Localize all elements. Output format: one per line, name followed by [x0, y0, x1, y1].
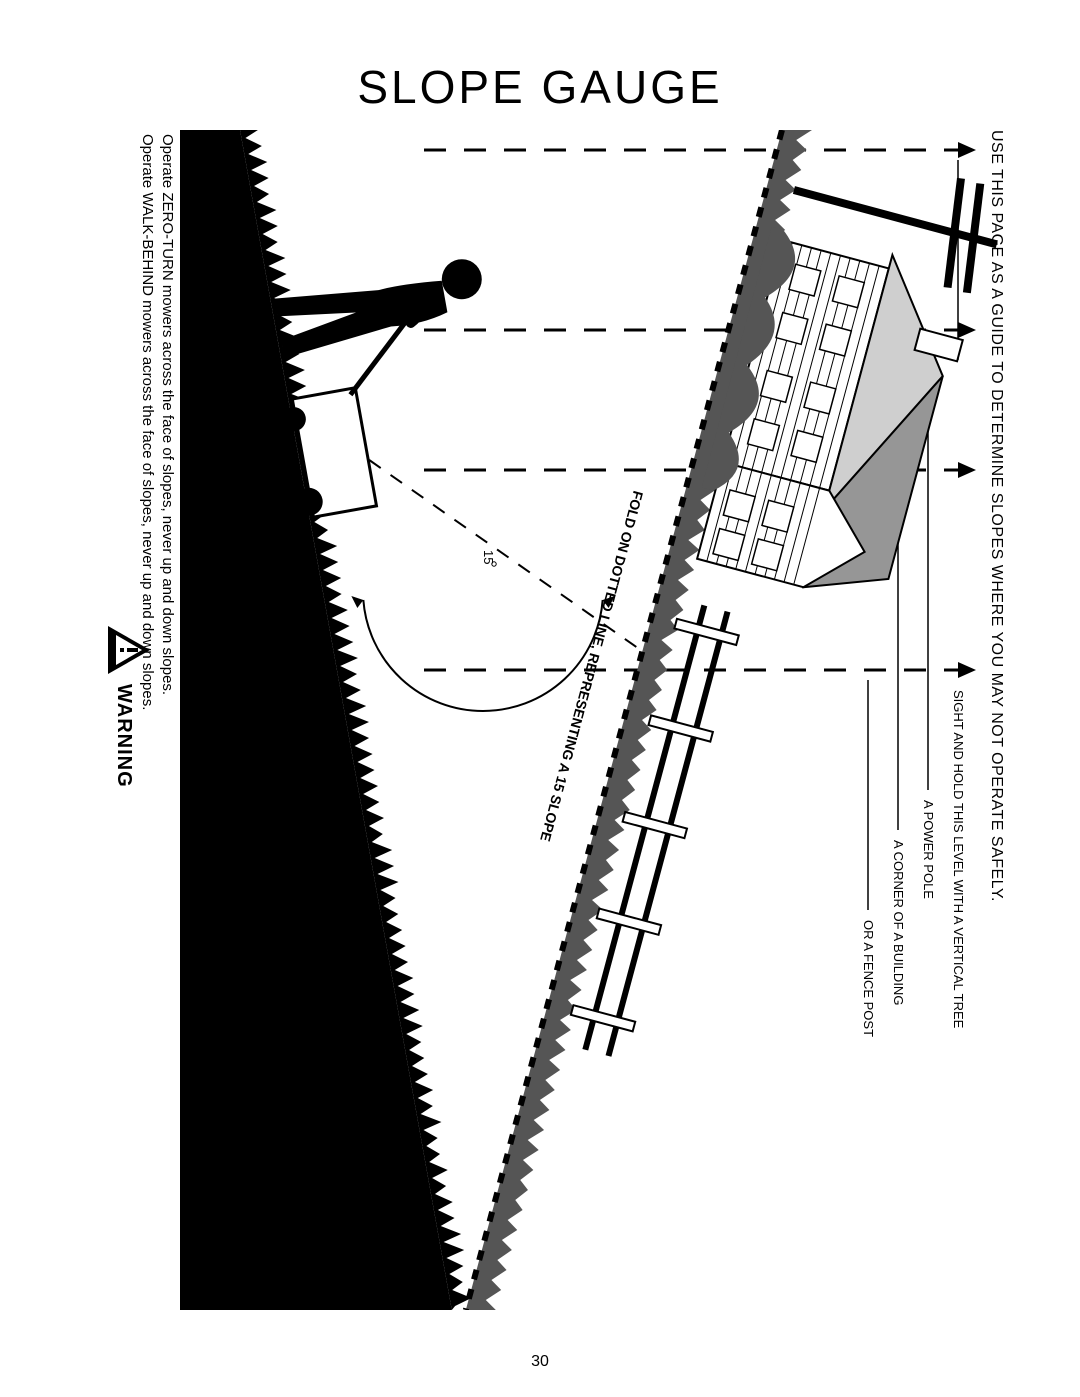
page-title: SLOPE GAUGE: [0, 60, 1080, 114]
slope-gauge-diagram: USE THIS PAGE AS A GUIDE TO DETERMINE SL…: [60, 130, 1020, 1310]
svg-text:SIGHT AND HOLD THIS LEVEL WITH: SIGHT AND HOLD THIS LEVEL WITH A VERTICA…: [951, 690, 966, 1029]
svg-text:OR A FENCE POST: OR A FENCE POST: [861, 920, 876, 1037]
svg-text:A POWER POLE: A POWER POLE: [921, 800, 936, 899]
page-number: 30: [0, 1353, 1080, 1371]
svg-text:A CORNER OF A BUILDING: A CORNER OF A BUILDING: [891, 840, 906, 1005]
